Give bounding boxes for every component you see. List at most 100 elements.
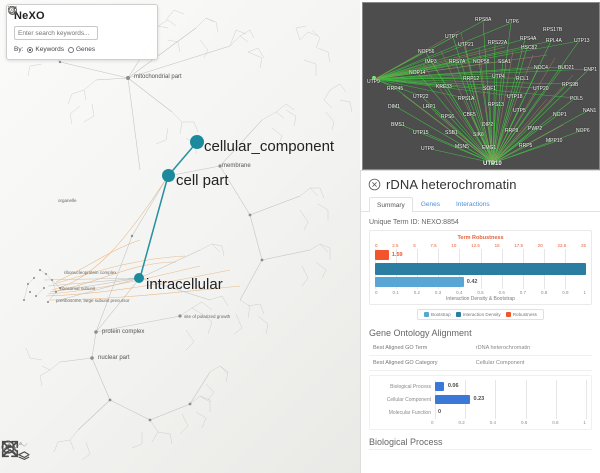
go-bar-label: Biological Process [390, 383, 431, 390]
go-chart-axis: 0 0.2 0.4 0.6 0.8 1 [431, 420, 586, 425]
legend-item-interaction-density[interactable]: Interaction Density [455, 312, 501, 317]
tick: 0.9 [562, 290, 569, 295]
legend-swatch-robustness [505, 312, 511, 317]
go-bar-value: 0.06 [447, 383, 459, 389]
network-toolbar[interactable] [0, 439, 360, 473]
fit-to-screen-icon[interactable] [1, 440, 94, 467]
legend-swatch-bootstrap [424, 312, 429, 317]
tab-interactions[interactable]: Interactions [455, 201, 490, 208]
app-title: NeXO [14, 10, 45, 22]
svg-text:?: ? [11, 9, 14, 15]
bar-interaction-density [375, 263, 586, 275]
term-robustness-chart: Term Robustness 0 2.5 5 7.5 10 12.5 15 1… [369, 230, 592, 305]
tick: 2.5 [392, 243, 399, 248]
tick: 0.2 [413, 290, 420, 295]
ontology-node-cell-part[interactable] [162, 169, 175, 182]
biological-process-heading: Biological Process [369, 437, 443, 447]
layers-icon[interactable] [1, 440, 166, 467]
ontology-network-canvas[interactable]: cellular_component cell part intracellul… [0, 0, 360, 473]
gene-network-edges [374, 20, 590, 164]
tick: 0.6 [498, 290, 505, 295]
go-bar-value: 0 [438, 409, 442, 415]
go-bar-label: Cellular Component [386, 396, 431, 403]
gene-interaction-network[interactable]: UTP9 NOP56 UTP7 RPS8A UTP6 RPS17B UTP21 … [362, 2, 600, 170]
tick: 0.4 [456, 290, 463, 295]
tick: 0.7 [519, 290, 527, 295]
chart-plot-area: 1.59 0.42 [375, 249, 586, 289]
info-panel-tabs[interactable]: Summary Genes Interactions [361, 196, 600, 212]
radio-genes[interactable] [67, 46, 74, 53]
tick: 0.3 [434, 290, 442, 295]
search-by-keywords-radio[interactable]: Keywords [27, 46, 64, 53]
search-by-label: By: [14, 46, 24, 53]
refresh-icon[interactable] [8, 6, 128, 40]
tick: 0.1 [392, 290, 399, 295]
search-input[interactable] [14, 26, 98, 40]
tick: 0.4 [489, 420, 496, 425]
table-row: Best Aligned GO Term rDNA heterochromati… [369, 341, 592, 356]
info-panel-header: rDNA heterochromatin [361, 171, 600, 196]
expand-icon[interactable] [7, 5, 150, 40]
tick: 0.2 [458, 420, 465, 425]
tick: 20 [537, 243, 543, 248]
chart-title: Term Robustness [457, 235, 504, 241]
tick: 1 [583, 420, 586, 425]
ontology-node-cellular-component[interactable] [190, 135, 204, 149]
tick: 10 [451, 243, 457, 248]
bar-value-bootstrap: 0.42 [466, 278, 478, 285]
legend-item-bootstrap[interactable]: Bootstrap [424, 312, 451, 317]
tick: 0.8 [552, 420, 559, 425]
go-bar-row: Molecular Function 0 [375, 406, 587, 419]
unique-term-id: Unique Term ID: NEXO:8854 [369, 219, 459, 226]
legend-label: Interaction Density [462, 312, 501, 317]
chart-bottom-axis: 0 0.1 0.2 0.3 0.4 0.5 0.6 0.7 0.8 0.9 1 [375, 290, 586, 295]
legend-label: Bootstrap [431, 312, 451, 317]
go-alignment-table: Best Aligned GO Term rDNA heterochromati… [369, 341, 592, 371]
radio-keywords[interactable] [27, 46, 34, 53]
tick: 1 [583, 290, 586, 295]
help-icon[interactable]: ? [7, 5, 142, 40]
go-category-key: Best Aligned GO Category [369, 355, 474, 371]
go-bar-value: 0.23 [473, 396, 485, 402]
tick: 0.5 [477, 290, 484, 295]
legend-swatch-interaction-density [455, 312, 461, 317]
tick: 0.8 [541, 290, 548, 295]
tab-genes[interactable]: Genes [420, 201, 440, 208]
go-alignment-heading: Gene Ontology Alignment [369, 328, 472, 338]
tab-summary[interactable]: Summary [369, 197, 413, 212]
tick: 0 [431, 420, 434, 425]
tick: 17.5 [514, 243, 524, 248]
collapse-icon[interactable] [2, 444, 126, 467]
chart-x-axis-label: Interaction Density & Bootstrap [446, 296, 515, 302]
legend-label: Robustness [512, 312, 537, 317]
go-term-key: Best Aligned GO Term [369, 341, 474, 356]
table-row: Best Aligned GO Category Cellular Compon… [369, 355, 592, 371]
radio-keywords-label: Keywords [35, 46, 64, 53]
go-bar-cellular-component [435, 395, 470, 404]
go-term-value: rDNA heterochromatin [473, 341, 592, 356]
page-title: rDNA heterochromatin [386, 177, 517, 192]
go-bar-label: Molecular Function [388, 409, 431, 416]
chart-top-axis: 0 2.5 5 7.5 10 12.5 15 17.5 20 22.5 25 [375, 243, 586, 248]
tick: 0 [375, 243, 378, 248]
legend-item-robustness[interactable]: Robustness [505, 312, 537, 317]
tick: 0 [375, 290, 378, 295]
tick: 0.6 [520, 420, 528, 425]
go-bar-row: Cellular Component 0.23 [375, 393, 587, 406]
bar-value-robustness: 1.59 [391, 251, 403, 258]
bar-robustness [375, 250, 389, 260]
search-icon[interactable] [7, 5, 114, 40]
chart-legend: Bootstrap Interaction Density Robustness [369, 309, 592, 320]
ontology-node-intracellular[interactable] [134, 273, 144, 283]
zoom-out-icon[interactable] [1, 440, 62, 467]
go-bar-row: Biological Process 0.06 [375, 380, 587, 393]
search-panel[interactable]: NeXO ? [6, 4, 158, 60]
term-info-panel: rDNA heterochromatin Summary Genes Inter… [360, 170, 600, 473]
close-icon[interactable] [368, 178, 381, 191]
tick: 22.5 [557, 243, 567, 248]
search-by-genes-radio[interactable]: Genes [67, 46, 96, 53]
divider [369, 449, 592, 450]
radio-genes-label: Genes [75, 46, 96, 53]
bar-bootstrap [375, 277, 464, 287]
tick: 15 [494, 243, 500, 248]
